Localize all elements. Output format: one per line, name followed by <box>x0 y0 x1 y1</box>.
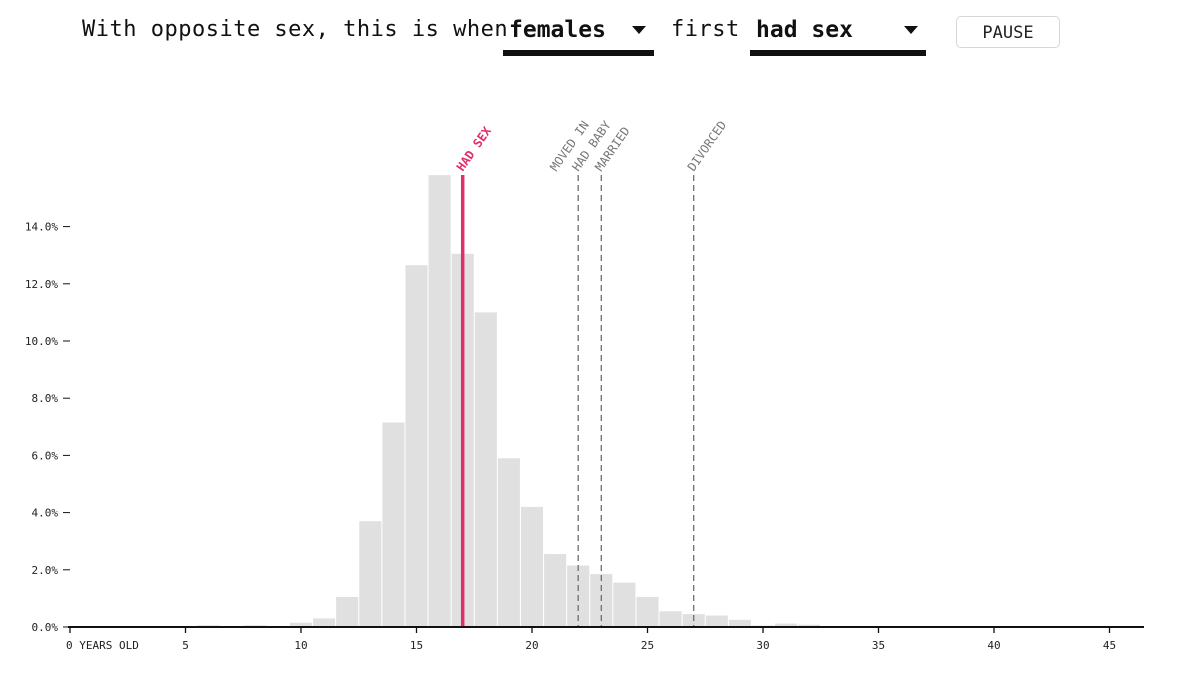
caret-down-icon <box>632 26 646 34</box>
x-tick-label: 35 <box>872 639 885 652</box>
x-tick-label: 25 <box>641 639 654 652</box>
x-tick-label: 15 <box>410 639 423 652</box>
y-tick-label: 8.0% <box>32 392 59 405</box>
event-label-divorced: DIVORCED <box>685 118 730 173</box>
bar-age-20 <box>520 506 544 627</box>
bar-age-31 <box>775 623 798 627</box>
y-tick-label: 10.0% <box>25 335 58 348</box>
sentence-prefix: With opposite sex, this is when <box>82 17 509 42</box>
bar-age-25 <box>636 596 659 627</box>
bar-age-32 <box>798 624 821 627</box>
bar-age-29 <box>728 619 751 627</box>
bars-group <box>174 175 867 627</box>
axes-group: 0 YEARS OLD 5 10 15 20 25 30 35 40 45 0.0% 2.0% 4.0%… <box>25 221 1144 652</box>
caret-down-icon <box>904 26 918 34</box>
bar-age-26 <box>659 611 682 627</box>
x-tick-label: 20 <box>525 639 538 652</box>
event-label-had-sex: HAD SEX <box>454 124 495 174</box>
bar-age-16 <box>428 175 451 627</box>
bar-age-18 <box>474 312 497 627</box>
bar-age-14 <box>382 422 405 627</box>
sentence-middle: first <box>671 17 740 42</box>
y-tick-label: 4.0% <box>32 507 59 520</box>
bar-age-28 <box>705 615 728 627</box>
x-tick-label: 0 YEARS OLD <box>66 639 139 652</box>
controls-bar: With opposite sex, this is when females … <box>0 0 1179 60</box>
y-tick-label: 14.0% <box>25 221 58 234</box>
bar-age-13 <box>359 521 382 627</box>
bar-age-19 <box>497 458 520 627</box>
bar-age-24 <box>613 582 636 627</box>
y-tick-label: 6.0% <box>32 449 59 462</box>
x-tick-label: 5 <box>182 639 189 652</box>
bar-age-15 <box>405 265 428 627</box>
x-tick-label: 45 <box>1103 639 1116 652</box>
who-select[interactable]: females <box>503 14 654 56</box>
x-tick-label: 10 <box>294 639 307 652</box>
event-select-value: had sex <box>756 17 853 43</box>
y-tick-label: 12.0% <box>25 278 58 291</box>
y-tick-label: 2.0% <box>32 564 59 577</box>
event-select[interactable]: had sex <box>750 14 926 56</box>
who-select-value: females <box>509 17 606 43</box>
y-tick-label: 0.0% <box>32 621 59 634</box>
pause-button[interactable]: PAUSE <box>956 16 1060 48</box>
bar-age-21 <box>544 554 567 627</box>
bar-age-12 <box>336 596 359 627</box>
bar-age-10 <box>289 622 313 627</box>
x-tick-label: 40 <box>987 639 1000 652</box>
bar-age-11 <box>313 618 336 627</box>
x-tick-label: 30 <box>756 639 769 652</box>
